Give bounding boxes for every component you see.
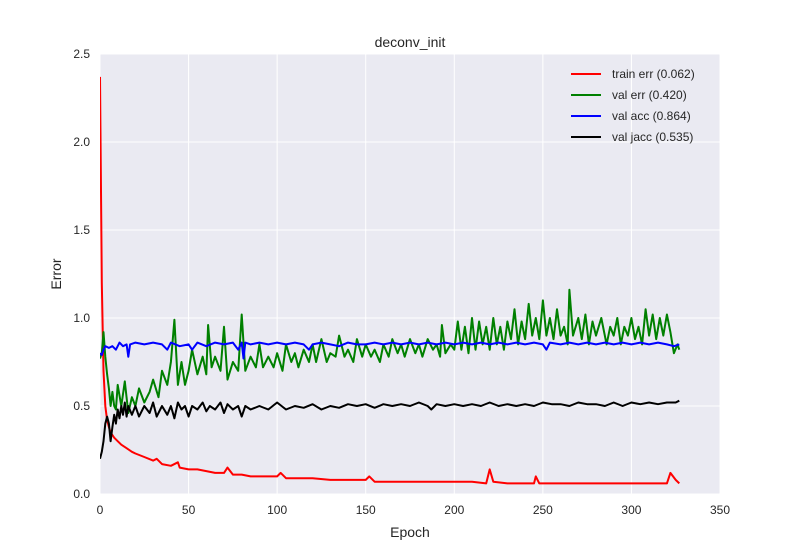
x-tick-label: 50 xyxy=(182,503,196,517)
x-tick-label: 150 xyxy=(356,503,376,517)
x-tick-labels: 0 50 100 150 200 250 300 350 xyxy=(97,503,731,517)
chart-title: deconv_init xyxy=(375,34,446,50)
legend-label: val err (0.420) xyxy=(612,88,687,102)
legend-label: train err (0.062) xyxy=(612,67,695,81)
y-tick-label: 2.0 xyxy=(73,135,90,149)
legend-label: val acc (0.864) xyxy=(612,109,691,123)
y-tick-label: 2.5 xyxy=(73,47,90,61)
y-axis-label: Error xyxy=(48,258,64,289)
legend-label: val jacc (0.535) xyxy=(612,130,693,144)
series-line-1 xyxy=(100,288,681,414)
series-line-3 xyxy=(100,399,680,460)
series-lines xyxy=(100,76,681,485)
x-tick-label: 250 xyxy=(533,503,553,517)
x-tick-label: 350 xyxy=(710,503,730,517)
x-tick-label: 300 xyxy=(621,503,641,517)
legend: train err (0.062) val err (0.420) val acc … xyxy=(571,67,695,144)
series-line-2 xyxy=(100,341,680,360)
y-tick-label: 1.5 xyxy=(73,223,90,237)
y-tick-label: 0.5 xyxy=(73,399,90,413)
x-axis-label: Epoch xyxy=(390,524,430,540)
series-line-0 xyxy=(100,76,680,485)
y-tick-label: 1.0 xyxy=(73,311,90,325)
x-tick-label: 200 xyxy=(444,503,464,517)
y-tick-label: 0.0 xyxy=(73,487,90,501)
y-tick-labels: 0.0 0.5 1.0 1.5 2.0 2.5 xyxy=(73,47,90,501)
x-tick-label: 100 xyxy=(267,503,287,517)
plot-background xyxy=(100,54,720,494)
x-tick-label: 0 xyxy=(97,503,104,517)
